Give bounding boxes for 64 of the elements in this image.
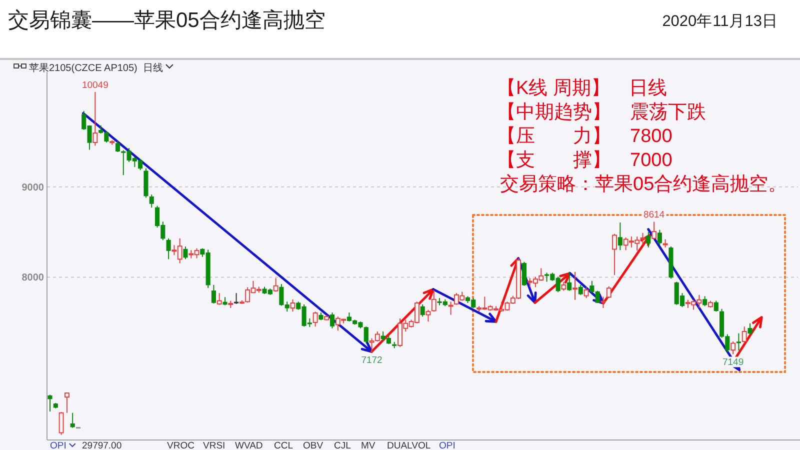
candlestick [216,292,222,306]
annotation: 【K线 周期】 日线 [497,78,667,99]
candlestick [522,261,526,286]
text: VRSI [203,440,226,450]
candlestick [584,286,589,299]
text: OPI [50,440,66,450]
candlestick [578,284,583,296]
candlestick [448,301,454,316]
candlestick [166,238,171,260]
text: 29797.00 [82,440,122,450]
text: OPI [439,440,456,450]
candlestick [600,296,606,308]
candlestick [211,284,216,304]
candlestick [183,246,188,260]
text: OBV [303,440,324,450]
candlestick [618,222,622,251]
candlestick [149,194,154,208]
candlestick [742,326,747,344]
candlestick [612,233,617,276]
candlestick [652,221,657,240]
annotation: 8614 [643,210,665,221]
candlestick [572,271,578,300]
candlestick [312,311,318,328]
candlestick [714,300,718,312]
annotation: 【支 撑】 7000 [497,150,672,171]
candlestick [330,312,335,329]
candlestick [646,232,651,248]
candlestick [58,411,64,436]
y-tick-label: 9000 [22,182,44,194]
candlestick [290,298,296,312]
chart-title: 交易锦囊——苹果05合约逢高抛空 [8,9,326,32]
annotation: 【压 力】 7800 [497,126,672,147]
candlestick [606,286,612,299]
y-tick-label: 8000 [22,272,44,284]
candlestick [273,278,278,292]
candlestick [234,292,239,304]
annotation: 7149 [722,357,744,368]
candlestick [702,296,708,307]
annotation: 交易策略：苹果05合约逢高抛空。 [500,173,788,195]
text: CCL [274,440,294,450]
text: DUALVOL [387,440,431,450]
annotation: 10049 [82,80,108,91]
text: VROC [167,440,195,450]
candlestick [70,412,75,428]
candlestick [92,91,98,146]
candlestick [64,392,70,414]
candlestick [426,309,431,322]
text: CJL [334,440,351,450]
candlestick [567,271,572,292]
text: WVAD [235,440,263,450]
candlestick [657,229,662,246]
text: MV [361,440,376,450]
candlestick [730,340,736,355]
candlestick [748,322,752,335]
chart-subtitle: 苹果2105(CZCE AP105) 日线 [29,62,163,74]
candlestick [48,394,52,412]
annotation: 【中期趋势】 震荡下跌 [497,102,706,123]
candlestick [736,332,741,351]
candlestick [420,304,425,318]
candlestick [431,289,436,312]
text: 2020年11月13日 [662,13,778,30]
candlestick [640,232,646,246]
annotation: 7172 [361,355,382,366]
candlestick [561,281,566,292]
